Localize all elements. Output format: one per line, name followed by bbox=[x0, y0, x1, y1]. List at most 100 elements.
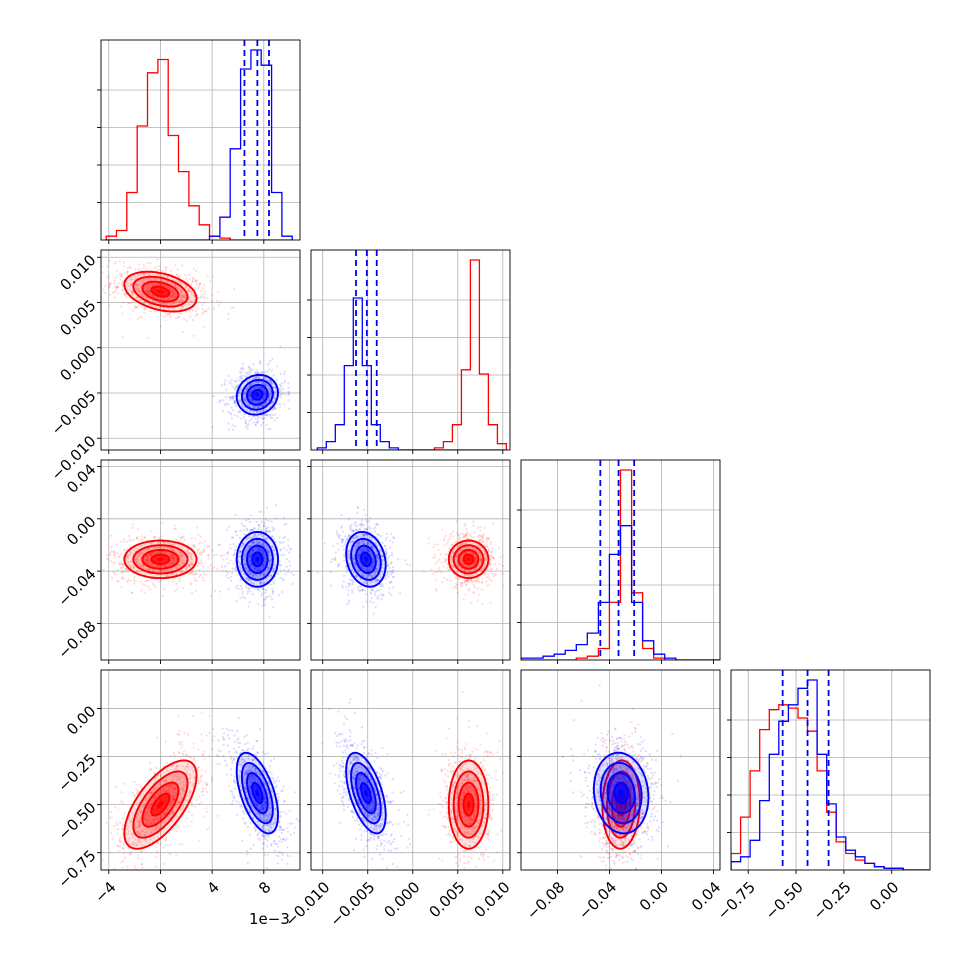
sample-point bbox=[178, 751, 181, 755]
sample-point bbox=[342, 559, 346, 563]
sample-point bbox=[164, 779, 167, 782]
sample-point bbox=[266, 550, 269, 553]
sample-point bbox=[156, 284, 159, 287]
sample-point bbox=[248, 572, 252, 575]
sample-point bbox=[437, 560, 440, 563]
sample-point bbox=[180, 551, 183, 554]
sample-point bbox=[181, 541, 185, 544]
sample-point bbox=[247, 394, 250, 397]
sample-point bbox=[239, 578, 242, 581]
sample-point bbox=[192, 714, 195, 718]
sample-point bbox=[182, 587, 185, 590]
sample-point bbox=[376, 596, 379, 599]
sample-point bbox=[390, 593, 393, 596]
sample-point bbox=[133, 871, 135, 873]
sample-point bbox=[252, 363, 255, 366]
sample-point bbox=[230, 406, 233, 409]
sample-point bbox=[365, 520, 368, 523]
sample-point bbox=[266, 595, 269, 598]
sample-point bbox=[260, 594, 263, 597]
sample-point bbox=[259, 550, 262, 553]
sample-point bbox=[211, 567, 214, 570]
sample-point bbox=[189, 552, 192, 555]
sample-point bbox=[110, 831, 113, 834]
sample-point bbox=[404, 559, 407, 562]
sample-point bbox=[368, 536, 371, 539]
sample-point bbox=[231, 424, 234, 427]
sample-point bbox=[268, 379, 271, 382]
sample-point bbox=[251, 388, 254, 392]
sample-point bbox=[472, 546, 475, 549]
sample-point bbox=[171, 778, 174, 781]
sample-point bbox=[360, 519, 363, 522]
sample-point bbox=[480, 558, 483, 562]
sample-point bbox=[348, 525, 351, 528]
sample-point bbox=[168, 313, 172, 317]
sample-point bbox=[121, 283, 124, 287]
sample-point bbox=[247, 395, 250, 398]
sample-point bbox=[372, 561, 375, 564]
sample-point bbox=[456, 561, 459, 565]
sample-point bbox=[201, 308, 205, 311]
sample-point bbox=[143, 308, 146, 311]
sample-point bbox=[232, 553, 235, 557]
sample-point bbox=[235, 599, 238, 603]
sample-point bbox=[346, 568, 349, 571]
sample-point bbox=[292, 573, 295, 577]
sample-point bbox=[247, 423, 250, 426]
sample-point bbox=[170, 547, 173, 550]
sample-point bbox=[148, 563, 151, 566]
sample-point bbox=[144, 580, 147, 584]
sample-point bbox=[137, 825, 140, 829]
sample-point bbox=[141, 829, 144, 832]
sample-point bbox=[178, 571, 181, 574]
sample-point bbox=[356, 543, 359, 546]
sample-point bbox=[361, 567, 364, 570]
sample-point bbox=[379, 548, 382, 551]
sample-point bbox=[357, 585, 360, 588]
sample-point bbox=[478, 551, 481, 555]
sample-point bbox=[262, 397, 265, 400]
sample-point bbox=[244, 563, 247, 566]
sample-point bbox=[361, 589, 364, 592]
sample-point bbox=[193, 573, 196, 576]
sample-point bbox=[127, 579, 130, 582]
sample-point bbox=[143, 296, 146, 299]
sample-point bbox=[105, 554, 109, 557]
sample-point bbox=[201, 790, 205, 793]
sample-point bbox=[483, 550, 486, 553]
sample-point bbox=[171, 568, 174, 571]
sample-point bbox=[356, 536, 359, 539]
red-histogram-step bbox=[731, 704, 930, 870]
sample-point bbox=[264, 370, 267, 374]
sample-point bbox=[175, 767, 178, 770]
density-contour bbox=[251, 388, 264, 401]
sample-point bbox=[162, 541, 165, 544]
sample-point bbox=[167, 298, 170, 301]
sample-point bbox=[481, 602, 484, 606]
sample-point bbox=[134, 268, 137, 271]
sample-point bbox=[166, 542, 169, 545]
sample-point bbox=[125, 828, 128, 831]
sample-point bbox=[248, 415, 251, 418]
sample-point bbox=[144, 838, 147, 841]
sample-point bbox=[138, 263, 141, 266]
sample-point bbox=[463, 579, 467, 582]
sample-point bbox=[159, 565, 162, 568]
sample-point bbox=[261, 417, 264, 420]
sample-point bbox=[131, 523, 134, 526]
sample-point bbox=[244, 419, 247, 422]
sample-point bbox=[146, 555, 149, 558]
sample-point bbox=[153, 798, 157, 801]
sample-point bbox=[447, 569, 450, 572]
sample-point bbox=[385, 547, 388, 551]
sample-point bbox=[228, 381, 231, 384]
sample-point bbox=[189, 561, 193, 564]
sample-point bbox=[189, 571, 192, 574]
sample-point bbox=[438, 569, 441, 572]
sample-point bbox=[163, 778, 166, 781]
sample-point bbox=[241, 366, 244, 369]
sample-point bbox=[172, 787, 175, 790]
sample-point bbox=[173, 799, 176, 802]
sample-point bbox=[197, 548, 200, 551]
